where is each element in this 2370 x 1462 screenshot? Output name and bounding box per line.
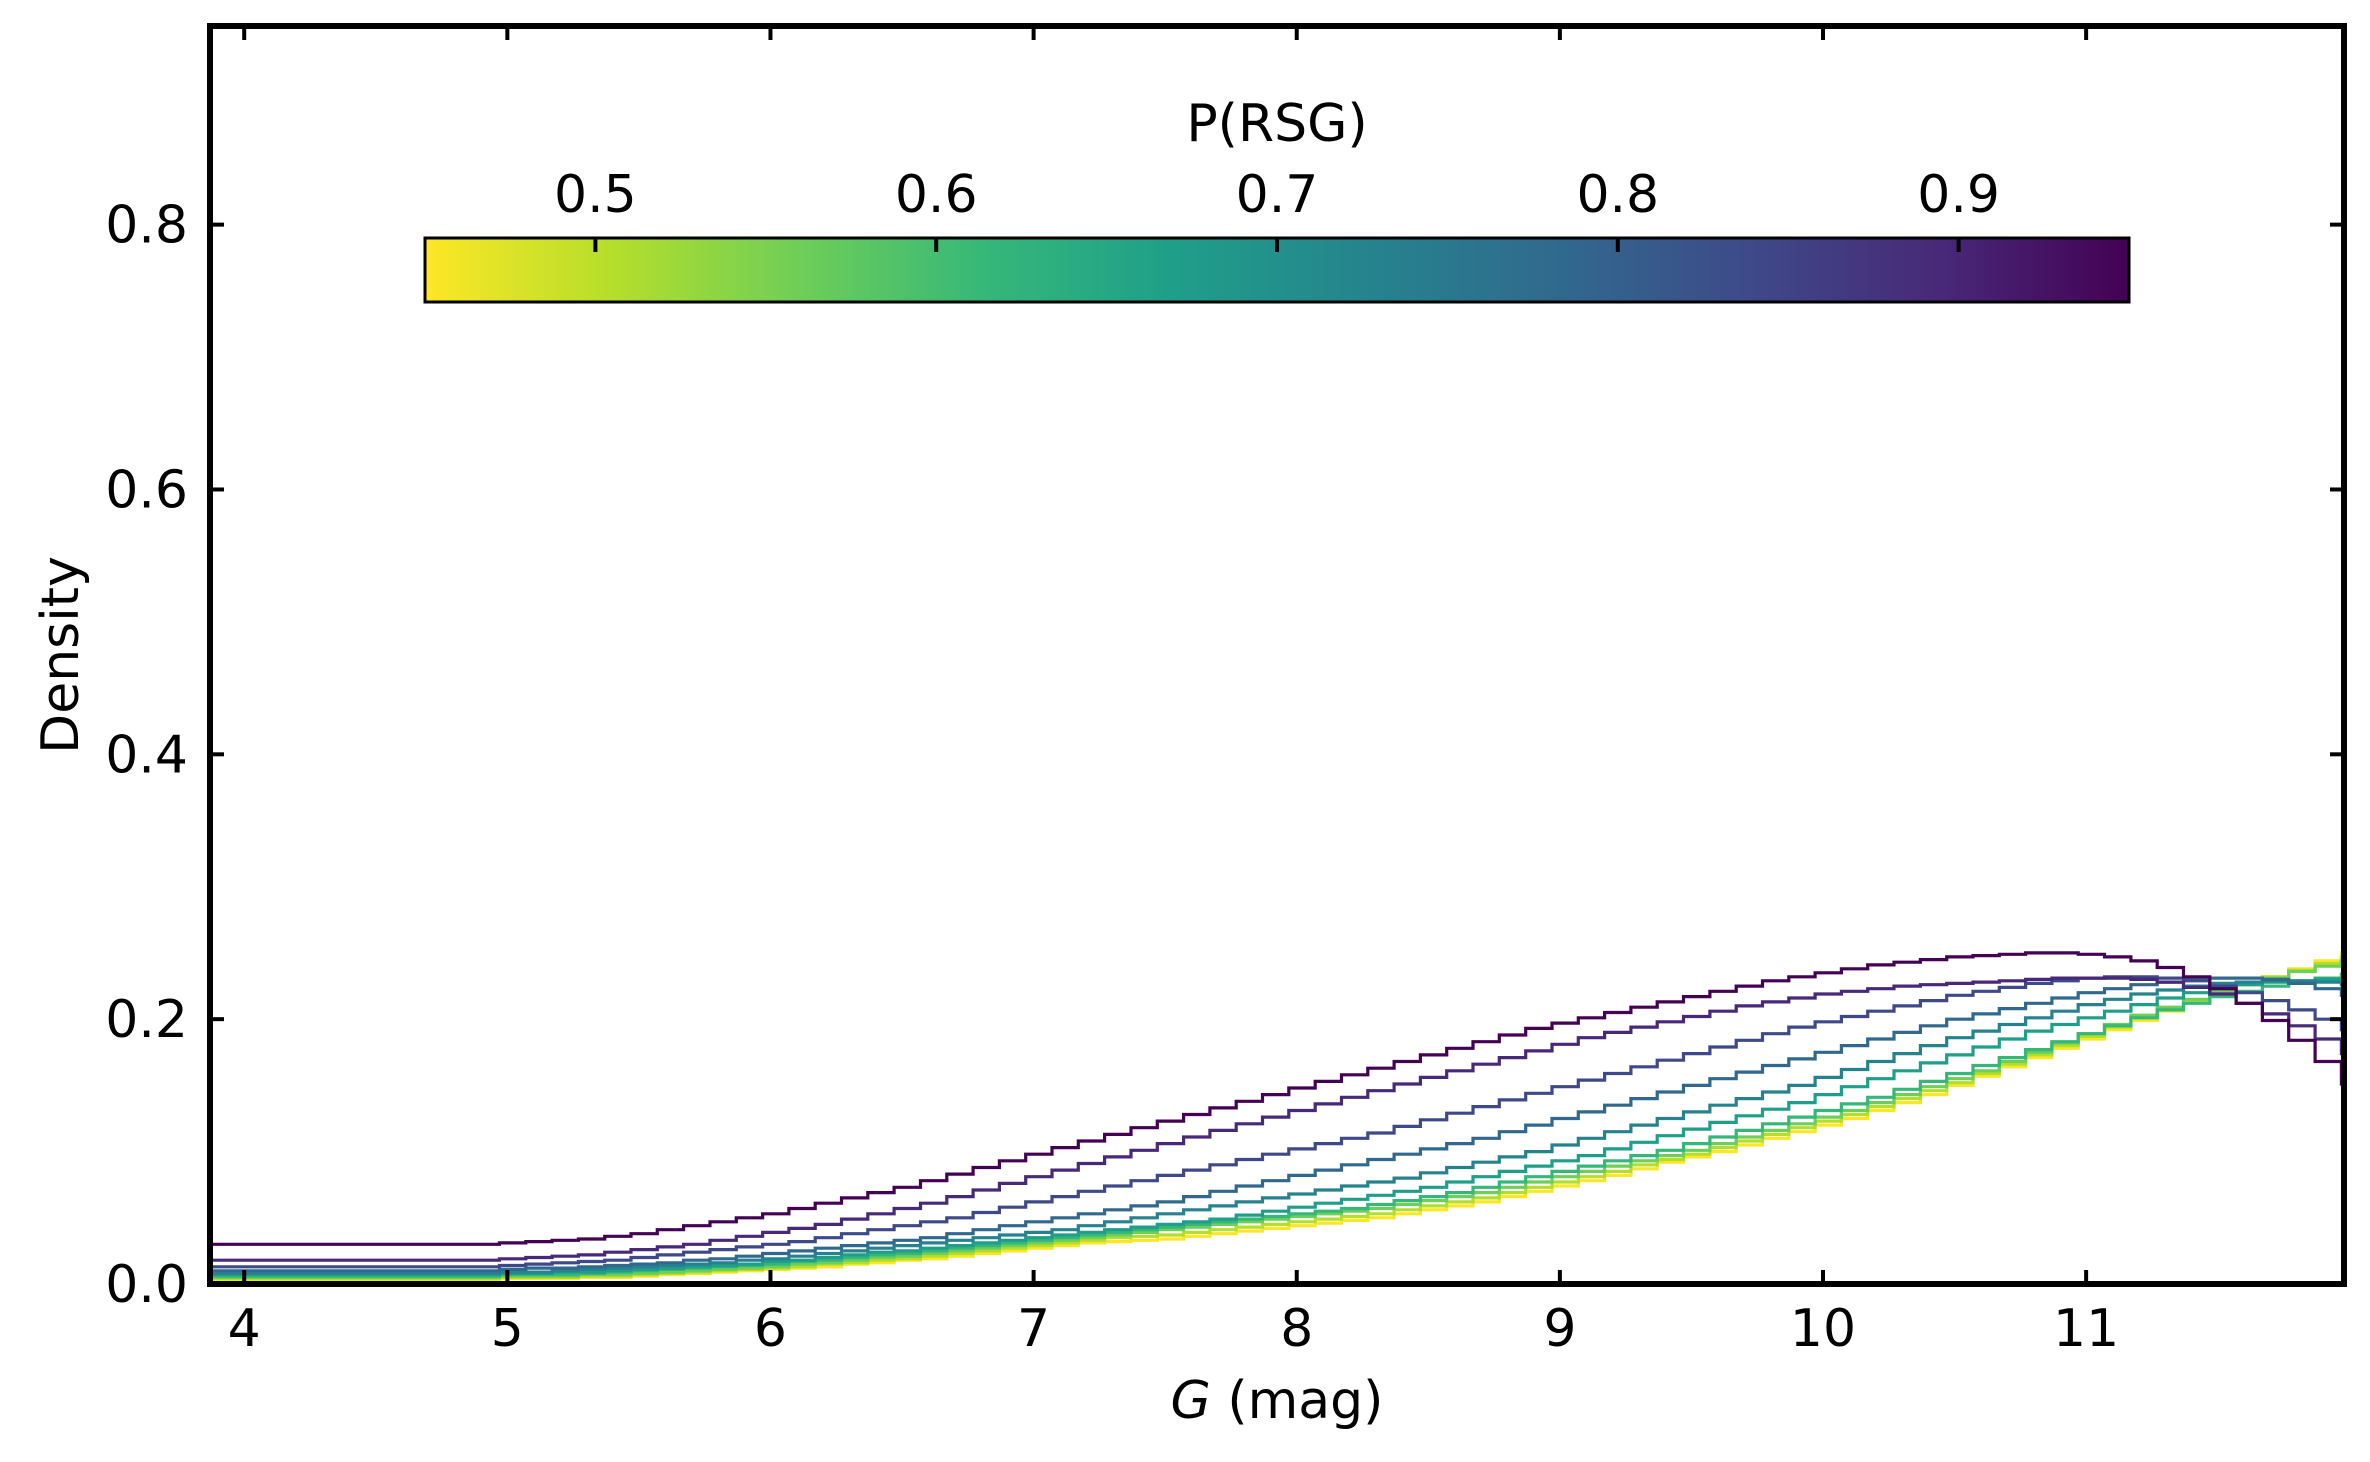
x-tick-label: 4 — [228, 1299, 261, 1359]
histogram-series-10 — [210, 951, 2344, 1284]
x-axis-label-unit: (mag) — [1211, 1371, 1384, 1431]
histogram-series-group — [210, 951, 2344, 1284]
x-tick-label: 8 — [1280, 1299, 1313, 1359]
histogram-series-9 — [210, 976, 2344, 1284]
y-tick-label: 0.0 — [105, 1255, 188, 1315]
colorbar-tick-label: 0.5 — [554, 165, 637, 225]
plot-frame — [207, 23, 2347, 1287]
x-axis-label: G (mag) — [1171, 1371, 1384, 1431]
histogram-series-5 — [210, 977, 2344, 1284]
axes-group: 4 5 6 7 8 9 10 11 0.0 0.2 0.4 0.6 0.8 — [105, 26, 2344, 1359]
histogram-series-3 — [210, 959, 2344, 1284]
y-tick-label: 0.6 — [105, 460, 188, 520]
x-tick-label: 6 — [754, 1299, 787, 1359]
histogram-series-6 — [210, 979, 2344, 1284]
colorbar-tick-label: 0.8 — [1576, 165, 1659, 225]
y-axis-label: Density — [31, 556, 91, 754]
x-tick-label: 7 — [1017, 1299, 1050, 1359]
colorbar-tick-label: 0.7 — [1236, 165, 1319, 225]
colorbar-tick-label: 0.9 — [1917, 165, 2000, 225]
y-tick-label: 0.2 — [105, 990, 188, 1050]
x-tick-label: 9 — [1543, 1299, 1576, 1359]
histogram-series-7 — [210, 976, 2344, 1284]
colorbar-label: P(RSG) — [1186, 94, 1367, 154]
x-tick-label: 10 — [1790, 1299, 1856, 1359]
y-tick-label: 0.8 — [105, 196, 188, 256]
x-tick-label: 11 — [2053, 1299, 2119, 1359]
x-axis-label-symbol: G — [1171, 1371, 1211, 1431]
x-tick-label: 5 — [491, 1299, 524, 1359]
colorbar-ticks: 0.5 0.6 0.7 0.8 0.9 — [554, 165, 2000, 252]
colorbar-tick-label: 0.6 — [895, 165, 978, 225]
histogram-series-8 — [210, 975, 2344, 1284]
y-tick-label: 0.4 — [105, 725, 188, 785]
colorbar: P(RSG) 0.5 0.6 0.7 0.8 0.9 — [423, 94, 2131, 304]
